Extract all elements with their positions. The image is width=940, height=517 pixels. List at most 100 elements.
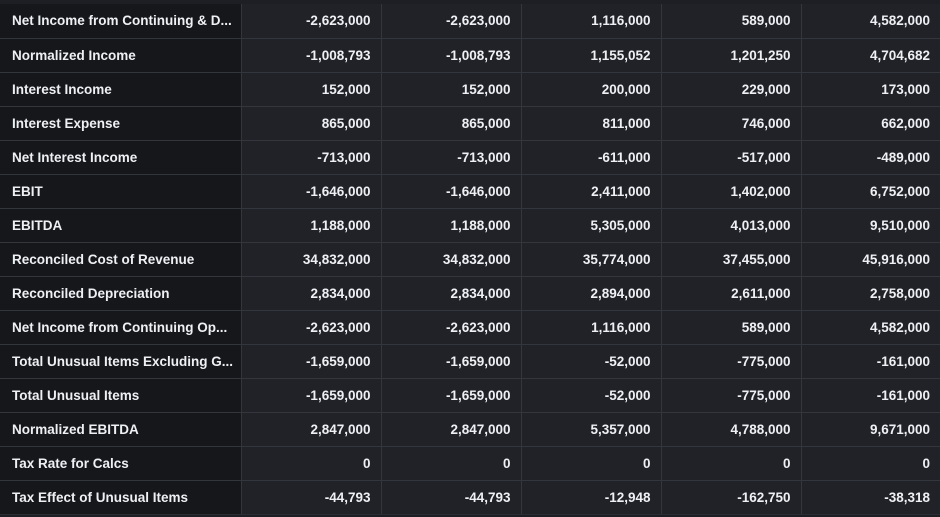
value-cell: 2,411,000 xyxy=(521,174,662,209)
row-label: Interest Income xyxy=(0,72,242,107)
value-cell: 0 xyxy=(381,446,522,481)
table-row[interactable]: Tax Effect of Unusual Items -44,793 -44,79… xyxy=(0,480,940,515)
value-cell: -44,793 xyxy=(381,480,522,515)
value-cell: -2,623,000 xyxy=(381,4,522,39)
row-label: Tax Effect of Unusual Items xyxy=(0,480,242,515)
row-label: Reconciled Depreciation xyxy=(0,276,242,311)
row-label: Total Unusual Items Excluding G... xyxy=(0,344,242,379)
value-cell: -775,000 xyxy=(661,378,802,413)
value-cell: 865,000 xyxy=(241,106,382,141)
value-cell: -52,000 xyxy=(521,344,662,379)
value-cell: 2,894,000 xyxy=(521,276,662,311)
table-row[interactable]: Net Income from Continuing & D... -2,623,… xyxy=(0,4,940,39)
table-row[interactable]: Tax Rate for Calcs 0 0 0 0 0 xyxy=(0,446,940,481)
table-row[interactable]: Interest Expense 865,000 865,000 811,000 746… xyxy=(0,106,940,141)
value-cell: -713,000 xyxy=(241,140,382,175)
value-cell: 1,116,000 xyxy=(521,310,662,345)
value-cell: -775,000 xyxy=(661,344,802,379)
value-cell: -1,008,793 xyxy=(381,38,522,73)
value-cell: 1,155,052 xyxy=(521,38,662,73)
value-cell: 4,013,000 xyxy=(661,208,802,243)
row-label: Total Unusual Items xyxy=(0,378,242,413)
value-cell: -2,623,000 xyxy=(241,4,382,39)
value-cell: 5,305,000 xyxy=(521,208,662,243)
value-cell: -12,948 xyxy=(521,480,662,515)
value-cell: -1,646,000 xyxy=(381,174,522,209)
value-cell: -1,659,000 xyxy=(241,378,382,413)
value-cell: 1,188,000 xyxy=(381,208,522,243)
value-cell: -1,659,000 xyxy=(381,344,522,379)
value-cell: -713,000 xyxy=(381,140,522,175)
value-cell: -38,318 xyxy=(801,480,940,515)
value-cell: -517,000 xyxy=(661,140,802,175)
row-label: Tax Rate for Calcs xyxy=(0,446,242,481)
table-row[interactable]: Normalized Income -1,008,793 -1,008,793 1,1… xyxy=(0,38,940,73)
row-label: EBIT xyxy=(0,174,242,209)
value-cell: -1,659,000 xyxy=(241,344,382,379)
value-cell: 6,752,000 xyxy=(801,174,940,209)
row-label: Net Income from Continuing & D... xyxy=(0,4,242,39)
value-cell: -1,646,000 xyxy=(241,174,382,209)
value-cell: 173,000 xyxy=(801,72,940,107)
value-cell: 0 xyxy=(661,446,802,481)
value-cell: 229,000 xyxy=(661,72,802,107)
value-cell: 4,582,000 xyxy=(801,310,940,345)
table-row[interactable]: Reconciled Cost of Revenue 34,832,000 34,8… xyxy=(0,242,940,277)
value-cell: 2,847,000 xyxy=(381,412,522,447)
row-label: Normalized Income xyxy=(0,38,242,73)
value-cell: 34,832,000 xyxy=(241,242,382,277)
value-cell: -44,793 xyxy=(241,480,382,515)
value-cell: 2,847,000 xyxy=(241,412,382,447)
value-cell: -1,659,000 xyxy=(381,378,522,413)
value-cell: 589,000 xyxy=(661,310,802,345)
value-cell: -1,008,793 xyxy=(241,38,382,73)
value-cell: 4,582,000 xyxy=(801,4,940,39)
table-row[interactable]: EBITDA 1,188,000 1,188,000 5,305,000 4,013,0… xyxy=(0,208,940,243)
row-label: EBITDA xyxy=(0,208,242,243)
value-cell: 34,832,000 xyxy=(381,242,522,277)
value-cell: 152,000 xyxy=(381,72,522,107)
table-row[interactable]: Total Unusual Items -1,659,000 -1,659,000-… xyxy=(0,378,940,413)
value-cell: 9,510,000 xyxy=(801,208,940,243)
financials-table-body: Net Income from Continuing & D... -2,623,… xyxy=(0,4,940,515)
value-cell: -611,000 xyxy=(521,140,662,175)
table-row[interactable]: Total Unusual Items Excluding G... -1,659… xyxy=(0,344,940,379)
value-cell: 1,188,000 xyxy=(241,208,382,243)
value-cell: 5,357,000 xyxy=(521,412,662,447)
value-cell: 746,000 xyxy=(661,106,802,141)
table-row[interactable]: Normalized EBITDA 2,847,000 2,847,000 5,357… xyxy=(0,412,940,447)
value-cell: 2,611,000 xyxy=(661,276,802,311)
value-cell: 4,704,682 xyxy=(801,38,940,73)
value-cell: -161,000 xyxy=(801,378,940,413)
table-row[interactable]: Interest Income 152,000 152,000 200,000 229,… xyxy=(0,72,940,107)
value-cell: 37,455,000 xyxy=(661,242,802,277)
table-top-edge xyxy=(0,0,940,4)
row-label: Net Income from Continuing Op... xyxy=(0,310,242,345)
row-label: Net Interest Income xyxy=(0,140,242,175)
value-cell: -161,000 xyxy=(801,344,940,379)
value-cell: 662,000 xyxy=(801,106,940,141)
value-cell: 865,000 xyxy=(381,106,522,141)
value-cell: 0 xyxy=(521,446,662,481)
value-cell: 1,116,000 xyxy=(521,4,662,39)
table-row[interactable]: Reconciled Depreciation 2,834,000 2,834,00… xyxy=(0,276,940,311)
value-cell: 2,758,000 xyxy=(801,276,940,311)
row-label: Interest Expense xyxy=(0,106,242,141)
value-cell: 0 xyxy=(801,446,940,481)
value-cell: -489,000 xyxy=(801,140,940,175)
value-cell: -2,623,000 xyxy=(241,310,382,345)
value-cell: 1,201,250 xyxy=(661,38,802,73)
table-row[interactable]: EBIT -1,646,000 -1,646,000 2,411,000 1,402,0… xyxy=(0,174,940,209)
value-cell: 45,916,000 xyxy=(801,242,940,277)
row-label: Reconciled Cost of Revenue xyxy=(0,242,242,277)
value-cell: 35,774,000 xyxy=(521,242,662,277)
value-cell: 2,834,000 xyxy=(381,276,522,311)
financials-table: Net Income from Continuing & D... -2,623,… xyxy=(0,4,940,515)
value-cell: 811,000 xyxy=(521,106,662,141)
value-cell: 0 xyxy=(241,446,382,481)
value-cell: 4,788,000 xyxy=(661,412,802,447)
value-cell: 200,000 xyxy=(521,72,662,107)
table-row[interactable]: Net Income from Continuing Op... -2,623,0… xyxy=(0,310,940,345)
table-row[interactable]: Net Interest Income -713,000 -713,000 -611,… xyxy=(0,140,940,175)
value-cell: 1,402,000 xyxy=(661,174,802,209)
